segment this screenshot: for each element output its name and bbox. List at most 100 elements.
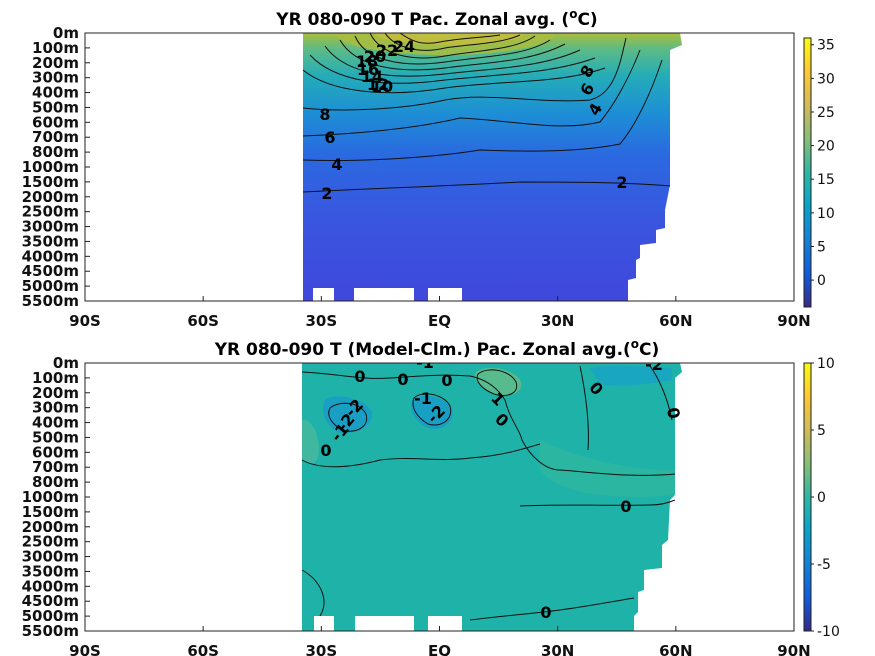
- contour-4: [302, 59, 663, 161]
- contour-14: [324, 45, 581, 77]
- contour-label: -2: [645, 355, 663, 374]
- colorbar-tick-label: 15: [817, 172, 835, 188]
- anomaly-cool-south: [323, 396, 373, 434]
- y-tick-label: 2500m: [22, 533, 79, 551]
- contour-label: 0: [620, 497, 631, 516]
- contour-label: 24: [393, 37, 415, 56]
- y-tick-label: 1500m: [22, 173, 79, 191]
- y-tick-label: 3500m: [22, 562, 79, 580]
- colorbar-ticks: 10 5 0 -5 -10: [811, 356, 840, 640]
- contour-0: [469, 597, 635, 621]
- x-axis: 90S 60S 30S EQ 30N 60N 90N: [69, 296, 811, 330]
- x-tick-label: 90S: [69, 642, 101, 656]
- x-tick-label: EQ: [428, 312, 451, 330]
- x-tick-label: 30N: [541, 312, 574, 330]
- y-tick-label: 800m: [32, 143, 79, 161]
- y-tick-label: 200m: [32, 54, 79, 72]
- contour-2: [302, 181, 671, 193]
- contour-label: 0: [397, 370, 408, 389]
- x-tick-label: 60N: [659, 642, 692, 656]
- colorbar-tick-label: 5: [817, 239, 826, 255]
- colorbar: [803, 362, 812, 632]
- y-tick-label: 0m: [53, 354, 79, 372]
- heatmap-field: 24 22 20 18 16 14 12 10 8 6 4 2 2 4 6 8: [302, 33, 682, 301]
- x-tick-label: 90N: [777, 312, 810, 330]
- y-tick-label: 4000m: [22, 577, 79, 595]
- anomaly-warm-sw: [302, 419, 319, 464]
- panel-top: YR 080-090 T Pac. Zonal avg. (oC): [22, 7, 835, 330]
- colorbar-tick-label: -10: [817, 624, 840, 640]
- contour-0: [301, 371, 676, 476]
- colorbar-tick-label: 35: [817, 38, 835, 54]
- contour-label: 12: [367, 75, 389, 94]
- contour-label: 6: [324, 128, 335, 147]
- colorbar-tick-label: 10: [817, 356, 835, 372]
- contour-0: [579, 365, 589, 451]
- heatmap-field: -1 -2 0 0 0 -1 -2 1 0 0 -2 0 0 0 -1 -2 0…: [301, 353, 684, 631]
- contour-12: [309, 54, 596, 84]
- anomaly-cool-ne: [590, 365, 672, 386]
- y-tick-label: 1500m: [22, 503, 79, 521]
- y-tick-label: 4000m: [22, 247, 79, 265]
- x-tick-label: 30S: [305, 642, 337, 656]
- y-tick-label: 700m: [32, 128, 79, 146]
- contour-22: [384, 33, 521, 51]
- y-tick-label: 2500m: [22, 203, 79, 221]
- contour-m1: [412, 393, 452, 426]
- contour-0: [301, 569, 325, 617]
- y-tick-label: 400m: [32, 84, 79, 102]
- x-axis: 90S 60S 30S EQ 30N 60N 90N: [69, 626, 811, 656]
- contour-m1: [328, 402, 368, 432]
- contour-0: [649, 365, 673, 421]
- anomaly-cool-eq: [410, 395, 453, 430]
- contour-labels: 24 22 20 18 16 14 12 10 8 6 4 2 2 4 6 8: [319, 37, 627, 203]
- y-tick-label: 5000m: [22, 277, 79, 295]
- y-tick-label: 5500m: [22, 292, 79, 310]
- chart-title: YR 080-090 T (Model-Clm.) Pac. Zonal avg…: [214, 337, 660, 360]
- y-tick-label: 800m: [32, 473, 79, 491]
- y-tick-label: 1000m: [22, 488, 79, 506]
- colorbar-tick-label: 0: [817, 273, 826, 289]
- y-tick-label: 300m: [32, 399, 79, 417]
- x-tick-label: 90N: [777, 642, 810, 656]
- contour-label: 22: [376, 41, 398, 60]
- y-tick-label: 1000m: [22, 158, 79, 176]
- contour-16: [339, 39, 566, 71]
- contour-6: [302, 49, 641, 137]
- y-tick-label: 500m: [32, 98, 79, 116]
- contour-label: 0: [441, 371, 452, 390]
- contour-label: 0: [540, 603, 551, 622]
- colorbar-tick-label: -5: [817, 557, 831, 573]
- y-tick-label: 2000m: [22, 188, 79, 206]
- colorbar-tick-label: 30: [817, 71, 835, 87]
- x-tick-label: 60N: [659, 312, 692, 330]
- y-axis: 0m100m200m300m400m500m600m700m800m1000m1…: [22, 24, 90, 310]
- contour-label: -1: [414, 389, 432, 408]
- y-tick-label: 5500m: [22, 622, 79, 640]
- y-tick-label: 200m: [32, 384, 79, 402]
- y-tick-label: 300m: [32, 69, 79, 87]
- contour-label: -1: [416, 353, 434, 372]
- y-axis: 0m100m200m300m400m500m600m700m800m1000m1…: [22, 354, 90, 640]
- x-tick-label: EQ: [428, 642, 451, 656]
- y-tick-label: 4500m: [22, 592, 79, 610]
- contour-20: [369, 33, 536, 59]
- contour-label: 10: [371, 77, 393, 96]
- x-tick-label: 90S: [69, 312, 101, 330]
- colorbar-tick-label: 0: [817, 490, 826, 506]
- contour-label: 14: [361, 67, 383, 86]
- y-tick-label: 700m: [32, 458, 79, 476]
- y-tick-label: 500m: [32, 428, 79, 446]
- colorbar-tick-label: 10: [817, 206, 835, 222]
- contour-label: 2: [321, 184, 332, 203]
- contour-label: 8: [319, 105, 330, 124]
- y-tick-label: 100m: [32, 39, 79, 57]
- y-tick-label: 400m: [32, 414, 79, 432]
- ocean-field: [302, 363, 682, 631]
- y-tick-label: 5000m: [22, 607, 79, 625]
- contour-label: 16: [357, 60, 379, 79]
- contour-0: [519, 499, 676, 507]
- y-tick-label: 3000m: [22, 218, 79, 236]
- y-tick-label: 600m: [32, 113, 79, 131]
- colorbar-tick-label: 20: [817, 139, 835, 155]
